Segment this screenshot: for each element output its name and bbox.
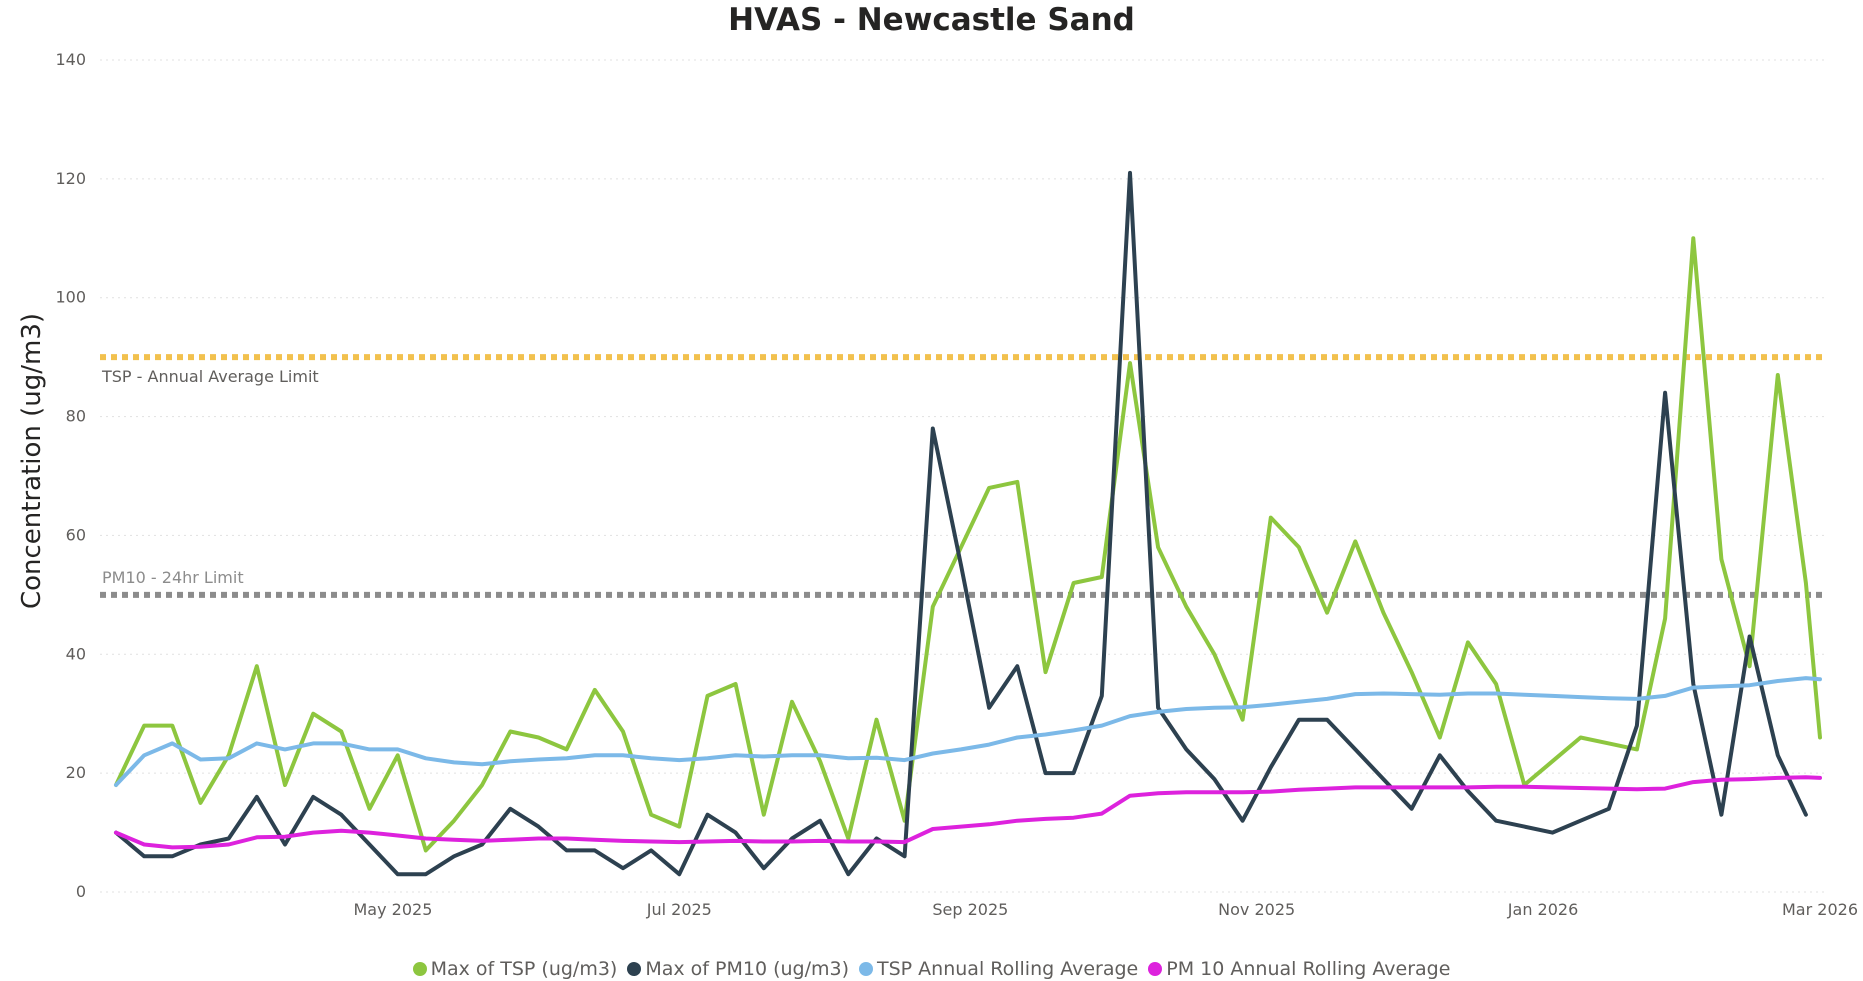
chart-legend: Max of TSP (ug/m3) Max of PM10 (ug/m3) TSP… [0,958,1863,980]
y-tick-label: 100 [55,288,86,307]
chart-title: HVAS - Newcastle Sand [728,2,1135,38]
x-tick-label: May 2025 [354,900,433,919]
legend-swatch [412,962,427,976]
legend-label: Max of TSP (ug/m3) [430,958,618,980]
x-tick-label: Nov 2025 [1218,900,1295,919]
legend-label: Max of PM10 (ug/m3) [645,958,850,980]
series-line [114,676,1822,787]
reference-line-label: TSP - Annual Average Limit [101,367,319,386]
series-line [114,170,1808,877]
x-tick-label: Sep 2025 [932,900,1008,919]
legend-label: PM 10 Annual Rolling Average [1166,958,1451,980]
legend-item[interactable]: Max of TSP (ug/m3) [412,958,618,980]
y-tick-label: 0 [76,882,86,901]
legend-label: TSP Annual Rolling Average [877,958,1139,980]
x-tick-label: Jul 2025 [646,900,712,919]
y-tick-label: 80 [66,407,86,426]
y-tick-label: 60 [66,525,86,544]
y-tick-label: 120 [55,169,86,188]
legend-item[interactable]: PM 10 Annual Rolling Average [1148,958,1450,980]
x-tick-label: Jan 2026 [1507,900,1578,919]
y-tick-label: 40 [66,644,86,663]
legend-item[interactable]: Max of PM10 (ug/m3) [627,958,849,980]
reference-line-label: PM10 - 24hr Limit [102,568,244,587]
legend-item[interactable]: TSP Annual Rolling Average [859,958,1138,980]
series-line [114,236,1822,853]
legend-swatch [627,962,642,976]
legend-swatch [859,962,874,976]
y-tick-label: 20 [66,763,86,782]
x-tick-label: Mar 2026 [1782,900,1858,919]
y-tick-label: 140 [55,50,86,69]
legend-swatch [1148,962,1163,976]
series-line [114,775,1822,850]
y-axis-title: Concentration (ug/m3) [17,313,47,609]
